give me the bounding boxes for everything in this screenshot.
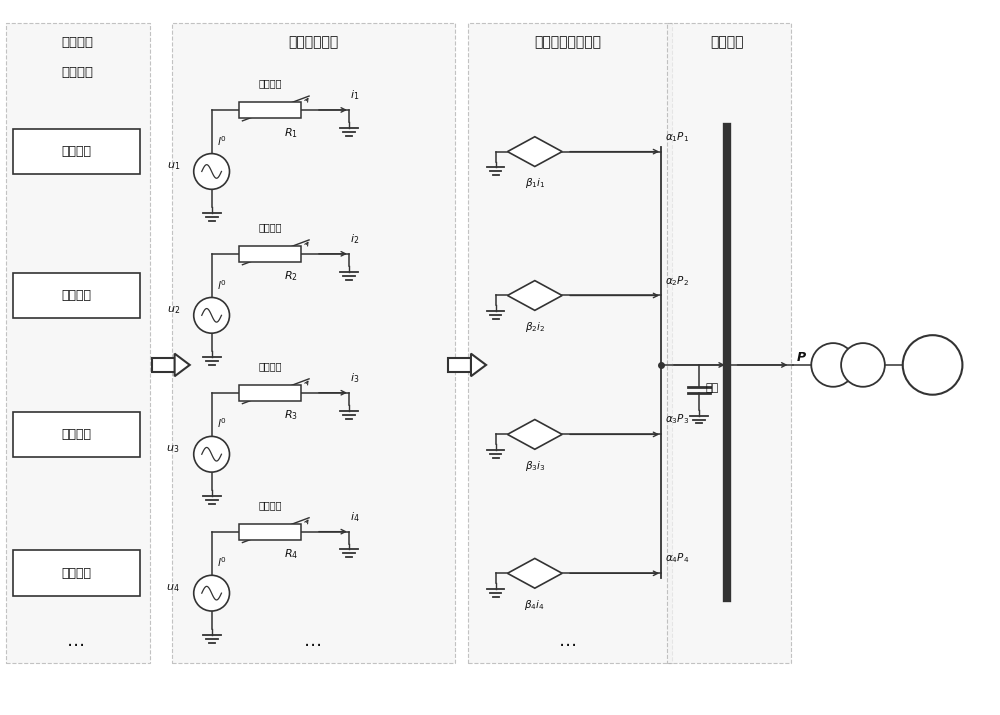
Text: $i_2$: $i_2$ <box>350 232 359 246</box>
Bar <box>448 358 471 372</box>
Circle shape <box>194 297 230 333</box>
Circle shape <box>841 343 885 387</box>
FancyBboxPatch shape <box>13 551 140 596</box>
Text: $i_4$: $i_4$ <box>350 510 359 523</box>
Text: 储能: 储能 <box>706 383 719 393</box>
Polygon shape <box>507 137 562 167</box>
Text: $R_1$: $R_1$ <box>284 126 298 139</box>
Text: $l^0$: $l^0$ <box>217 134 226 147</box>
Text: 水敏电阻: 水敏电阻 <box>259 361 282 371</box>
Text: $l^0$: $l^0$ <box>217 277 226 292</box>
Polygon shape <box>507 420 562 449</box>
Circle shape <box>811 343 855 387</box>
Text: $\alpha_4 P_4$: $\alpha_4 P_4$ <box>665 551 689 566</box>
Text: $\beta_2 i_2$: $\beta_2 i_2$ <box>525 320 545 335</box>
Text: 风力发电: 风力发电 <box>61 145 91 158</box>
Polygon shape <box>507 558 562 588</box>
Text: $l^0$: $l^0$ <box>217 417 226 430</box>
FancyBboxPatch shape <box>13 412 140 457</box>
Circle shape <box>194 576 230 611</box>
Polygon shape <box>175 354 190 376</box>
Text: $u_1$: $u_1$ <box>167 161 180 172</box>
Text: 耦合输出: 耦合输出 <box>710 36 743 49</box>
Text: 统一发电模型: 统一发电模型 <box>288 36 338 49</box>
Text: P: P <box>796 352 805 365</box>
Bar <box>152 358 175 372</box>
Text: #2: #2 <box>856 360 870 370</box>
Text: 水力发电: 水力发电 <box>61 428 91 441</box>
Text: Grid: Grid <box>919 360 946 370</box>
Text: $R_4$: $R_4$ <box>284 548 298 561</box>
FancyBboxPatch shape <box>468 23 672 663</box>
Bar <box>239 246 301 262</box>
Bar <box>239 385 301 400</box>
Bar <box>239 523 301 540</box>
FancyBboxPatch shape <box>13 272 140 318</box>
Circle shape <box>194 436 230 472</box>
Text: $\alpha_2 P_2$: $\alpha_2 P_2$ <box>665 274 689 287</box>
Text: $\beta_1 i_1$: $\beta_1 i_1$ <box>525 177 545 190</box>
Text: $R_3$: $R_3$ <box>284 408 298 423</box>
Text: $\alpha_1 P_1$: $\alpha_1 P_1$ <box>665 130 689 144</box>
Circle shape <box>903 335 962 395</box>
Text: $i_3$: $i_3$ <box>350 371 359 385</box>
Text: $u_4$: $u_4$ <box>166 582 180 594</box>
Text: $l^0$: $l^0$ <box>217 556 226 569</box>
Text: 气敏电阻: 气敏电阻 <box>259 500 282 510</box>
Text: $\alpha_3 P_3$: $\alpha_3 P_3$ <box>665 413 689 426</box>
Text: $u_2$: $u_2$ <box>167 305 180 316</box>
Text: 发电场站统一模型: 发电场站统一模型 <box>534 36 601 49</box>
FancyBboxPatch shape <box>172 23 455 663</box>
Text: $R_2$: $R_2$ <box>284 270 298 283</box>
Text: …: … <box>304 632 322 650</box>
Text: 发电单元: 发电单元 <box>61 66 93 79</box>
Polygon shape <box>471 354 486 376</box>
Text: …: … <box>67 632 85 650</box>
Text: $u_3$: $u_3$ <box>166 443 180 455</box>
Polygon shape <box>507 280 562 310</box>
Text: $i_1$: $i_1$ <box>350 88 359 102</box>
Text: 燃气发电: 燃气发电 <box>61 567 91 580</box>
Bar <box>239 102 301 118</box>
Text: $\beta_3 i_3$: $\beta_3 i_3$ <box>525 459 545 473</box>
Text: 异质能源: 异质能源 <box>61 36 93 49</box>
Text: 光伏发电: 光伏发电 <box>61 289 91 302</box>
Text: $\beta_4 i_4$: $\beta_4 i_4$ <box>524 598 545 612</box>
FancyBboxPatch shape <box>13 129 140 174</box>
Text: 光敏电阻: 光敏电阻 <box>259 222 282 232</box>
Circle shape <box>194 154 230 189</box>
Text: #1: #1 <box>827 360 840 370</box>
Text: …: … <box>559 632 577 650</box>
Text: 风敏电阻: 风敏电阻 <box>259 78 282 88</box>
FancyBboxPatch shape <box>667 23 791 663</box>
FancyBboxPatch shape <box>6 23 150 663</box>
